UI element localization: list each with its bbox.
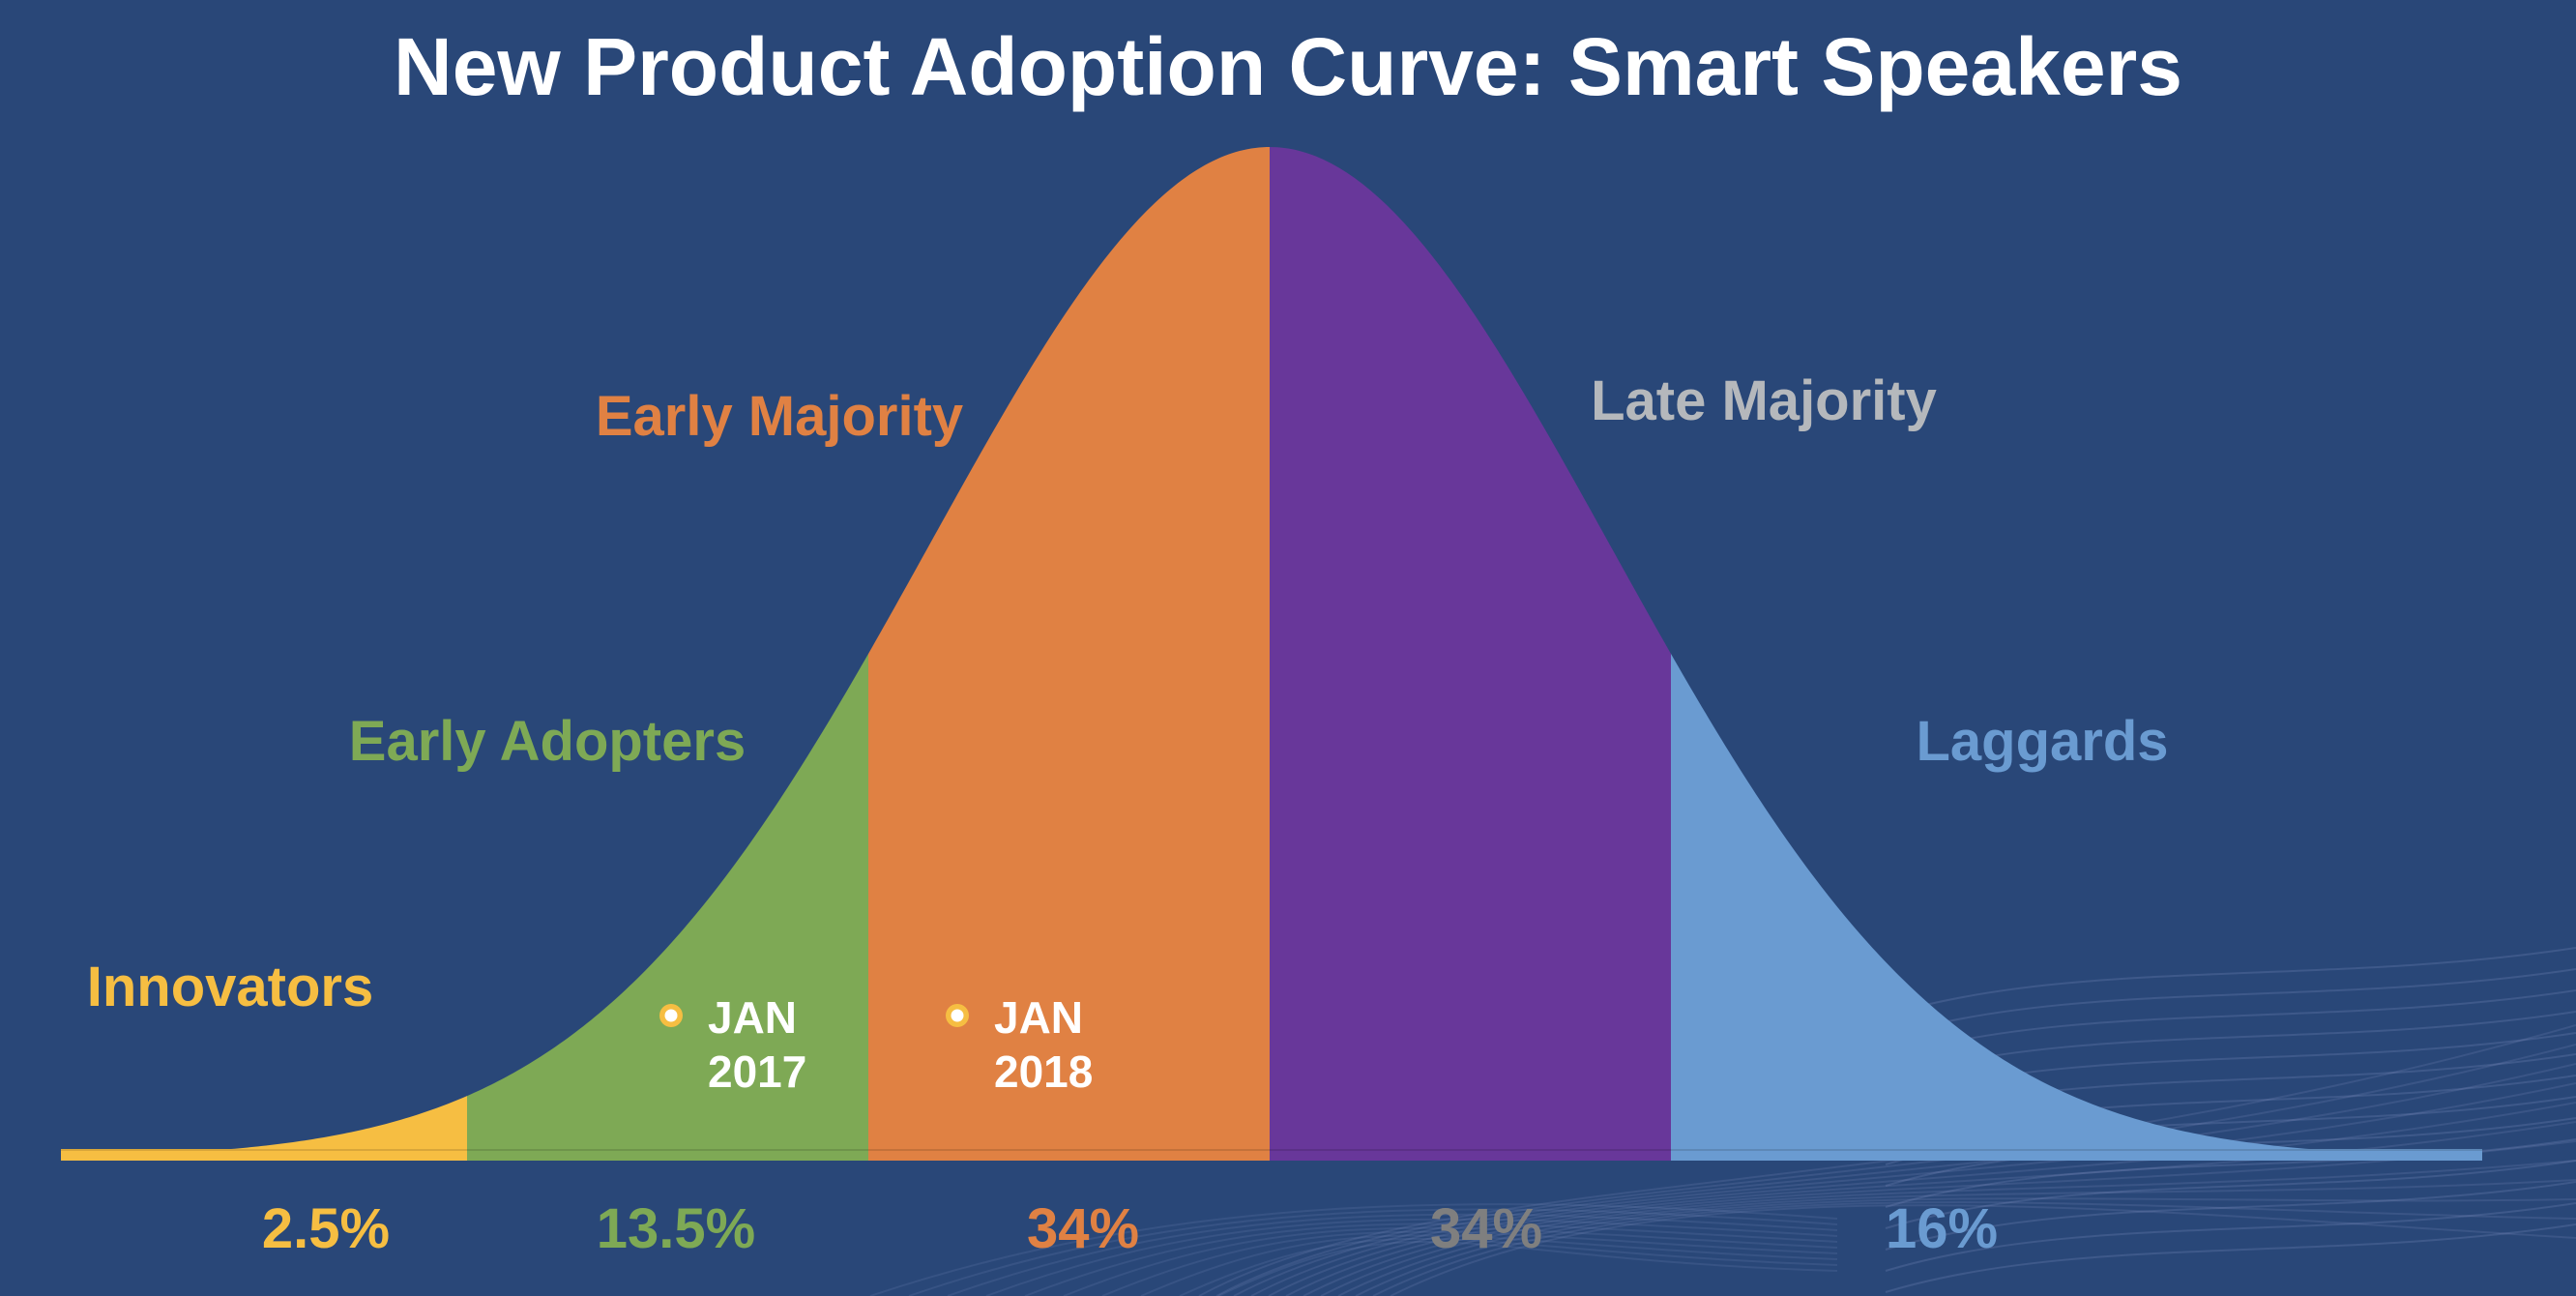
background-wave-line [1179,1237,1838,1296]
background-wave-line [1372,1201,2576,1296]
percent-label: 34% [1430,1197,1542,1260]
background-wave-line [1268,1102,2576,1296]
background-wave-line [1885,1202,2576,1272]
background-wave-line [1250,1082,2576,1296]
background-wave-line [1198,1024,2576,1296]
date-marker-center [951,1009,964,1022]
segment-label-early-adopters: Early Adopters [349,710,746,773]
percent-label: 34% [1027,1197,1139,1260]
background-wave-line [985,1218,1838,1296]
segment-label-innovators: Innovators [87,956,374,1018]
segment-early-adopters [467,653,868,1161]
background-wave-line [869,1203,1838,1296]
background-wave-line [1355,1197,2576,1296]
segment-label-late-majority: Late Majority [1591,369,1937,432]
background-wave-line [1885,1223,2576,1293]
background-wave-line [1337,1179,2576,1296]
segment-label-laggards: Laggards [1916,710,2168,773]
percent-label: 2.5% [262,1197,390,1260]
background-wave-line [1320,1160,2576,1296]
percent-label: 13.5% [597,1197,755,1260]
segment-label-early-majority: Early Majority [596,385,963,448]
chart-title: New Product Adoption Curve: Smart Speake… [394,21,2182,112]
background-wave-line [1215,1044,2576,1296]
annotation-year: 2017 [708,1046,806,1097]
background-wave-line [1390,1204,2576,1296]
segment-labels: Innovators Early Adopters Early Majority La… [87,369,2169,1018]
background-wave-line [908,1208,1838,1296]
background-wave-line [1101,1230,1838,1296]
background-wave-line [1217,1241,1838,1296]
segment-innovators [61,1096,467,1161]
annotation-month: JAN [994,992,1083,1043]
percent-label: 16% [1886,1197,1998,1260]
background-wave-line [1063,1226,1838,1296]
background-wave-line [1303,1140,2576,1296]
background-wave-line [1885,947,2576,1016]
background-wave-line [1885,1160,2576,1229]
background-wave-line [1024,1222,1838,1296]
annotation-year: 2018 [994,1046,1093,1097]
background-wave-line [947,1213,1838,1296]
curve-segments [61,147,2482,1161]
background-wave-line [1140,1234,1838,1296]
date-marker-center [664,1009,678,1022]
percent-labels: 2.5% 13.5% 34% 34% 16% [262,1197,1998,1260]
segment-late-majority [1270,147,1671,1161]
background-wave-line [1885,968,2576,1038]
segment-laggards [1671,653,2482,1161]
segment-early-majority [868,147,1270,1161]
annotation-month: JAN [708,992,797,1043]
background-wave-line [1233,1063,2576,1296]
background-wave-line [1885,1181,2576,1251]
